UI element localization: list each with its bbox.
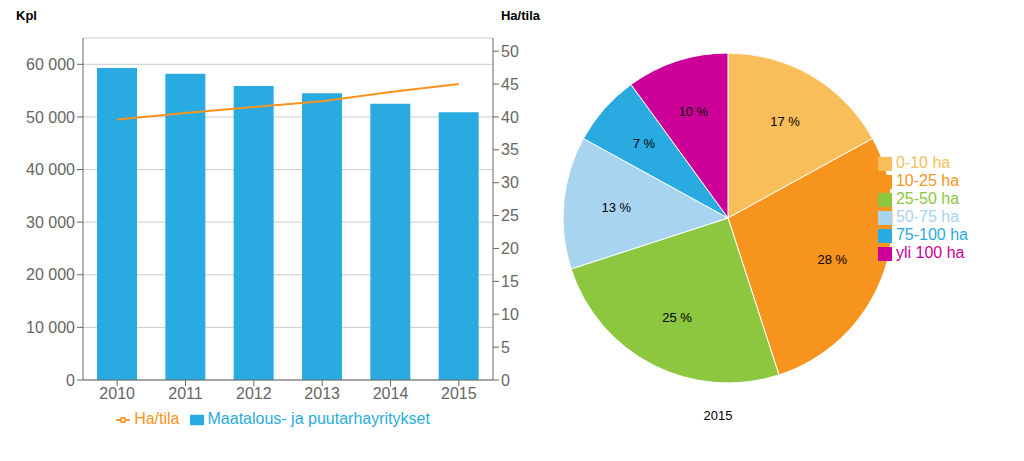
svg-text:20 000: 20 000: [26, 266, 75, 283]
svg-text:2011: 2011: [168, 385, 203, 402]
svg-text:2014: 2014: [373, 385, 409, 402]
svg-text:40 000: 40 000: [26, 161, 75, 178]
svg-text:25 %: 25 %: [662, 310, 692, 325]
svg-text:45: 45: [501, 76, 519, 93]
svg-text:20: 20: [501, 240, 519, 257]
html-text:0-10 ha: 0-10 ha: [895, 154, 951, 171]
svg-text:30: 30: [501, 174, 519, 191]
svg-text:17 %: 17 %: [770, 114, 800, 129]
svg-text:2015: 2015: [441, 385, 477, 402]
html-text:Kpl: Kpl: [16, 8, 37, 23]
svg-text:0: 0: [66, 372, 75, 389]
svg-text:35: 35: [501, 141, 519, 158]
svg-text:7 %: 7 %: [633, 136, 656, 151]
svg-text:2013: 2013: [304, 385, 340, 402]
html-text:Maatalous- ja puutarhayritykse: Maatalous- ja puutarhayritykset: [207, 410, 430, 427]
html-text:25-50 ha: 25-50 ha: [895, 190, 960, 207]
svg-text:60 000: 60 000: [26, 56, 75, 73]
svg-text:50 000: 50 000: [26, 109, 75, 126]
svg-text:10 000: 10 000: [26, 319, 75, 336]
svg-text:10 %: 10 %: [679, 104, 709, 119]
html-text:10-25 ha: 10-25 ha: [895, 172, 960, 189]
svg-text:15: 15: [501, 273, 519, 290]
html-text:yli 100 ha: yli 100 ha: [895, 244, 965, 261]
html-text:Ha/tila: Ha/tila: [501, 8, 540, 23]
svg-text:30 000: 30 000: [26, 214, 75, 231]
svg-text:13 %: 13 %: [601, 200, 631, 215]
svg-text:5: 5: [501, 339, 510, 356]
svg-text:40: 40: [501, 109, 519, 126]
html-text:Ha/tila: Ha/tila: [134, 410, 180, 427]
html-text:2015: 2015: [703, 408, 733, 423]
svg-text:25: 25: [501, 207, 519, 224]
svg-text:0: 0: [501, 372, 510, 389]
html-text:50-75 ha: 50-75 ha: [895, 208, 960, 225]
svg-text:28 %: 28 %: [818, 252, 848, 267]
svg-text:2010: 2010: [99, 385, 135, 402]
html-text:75-100 ha: 75-100 ha: [895, 226, 968, 243]
svg-text:2012: 2012: [236, 385, 272, 402]
svg-text:10: 10: [501, 306, 519, 323]
svg-text:50: 50: [501, 43, 519, 60]
